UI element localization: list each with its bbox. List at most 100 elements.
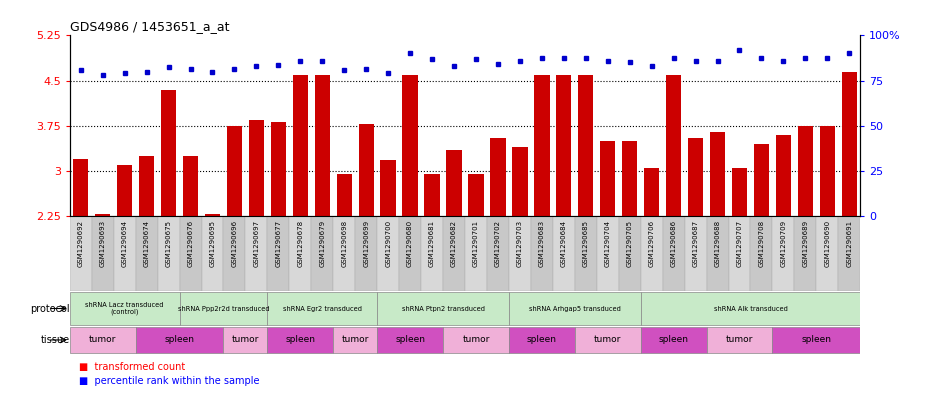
Bar	[842, 72, 857, 216]
Bar	[819, 126, 835, 216]
Bar	[223, 327, 268, 353]
Text: GSM1290684: GSM1290684	[561, 220, 566, 267]
Bar	[73, 159, 88, 216]
Bar	[227, 126, 242, 216]
Bar	[776, 135, 791, 216]
Text: GSM1290679: GSM1290679	[319, 220, 325, 267]
Text: spleen: spleen	[395, 336, 425, 344]
Text: tumor: tumor	[341, 336, 369, 344]
Text: GSM1290698: GSM1290698	[341, 220, 347, 267]
Bar	[312, 216, 333, 291]
Text: GSM1290696: GSM1290696	[232, 220, 237, 267]
Text: GSM1290708: GSM1290708	[759, 220, 764, 267]
Text: tumor: tumor	[89, 336, 116, 344]
Bar	[333, 216, 355, 291]
Bar	[707, 327, 773, 353]
Bar	[70, 292, 179, 325]
Text: GSM1290691: GSM1290691	[846, 220, 852, 267]
Text: GSM1290689: GSM1290689	[803, 220, 808, 267]
Text: tissue: tissue	[41, 335, 70, 345]
Bar	[509, 216, 531, 291]
Bar	[446, 150, 461, 216]
Text: GSM1290674: GSM1290674	[143, 220, 150, 267]
Bar	[293, 75, 308, 216]
Text: tumor: tumor	[725, 336, 753, 344]
Bar	[556, 75, 572, 216]
Text: GSM1290705: GSM1290705	[627, 220, 632, 267]
Text: spleen: spleen	[658, 336, 688, 344]
Bar	[794, 216, 817, 291]
Bar	[421, 216, 443, 291]
Bar	[469, 174, 484, 216]
Text: GSM1290706: GSM1290706	[648, 220, 655, 267]
Text: GSM1290702: GSM1290702	[495, 220, 501, 267]
Bar	[575, 327, 641, 353]
Text: GSM1290699: GSM1290699	[364, 220, 369, 267]
Bar	[618, 216, 641, 291]
Bar	[358, 124, 374, 216]
Text: GSM1290686: GSM1290686	[671, 220, 677, 267]
Bar	[644, 168, 659, 216]
Bar	[622, 141, 637, 216]
Text: tumor: tumor	[594, 336, 621, 344]
Text: GSM1290707: GSM1290707	[737, 220, 742, 267]
Bar	[424, 174, 440, 216]
Text: GSM1290700: GSM1290700	[385, 220, 392, 267]
Text: ■  percentile rank within the sample: ■ percentile rank within the sample	[79, 376, 259, 386]
Bar	[333, 327, 378, 353]
Bar	[728, 216, 751, 291]
Bar	[378, 216, 399, 291]
Bar	[817, 216, 838, 291]
Text: GSM1290680: GSM1290680	[407, 220, 413, 267]
Text: shRNA Lacz transduced
(control): shRNA Lacz transduced (control)	[86, 302, 164, 315]
Text: ■  transformed count: ■ transformed count	[79, 362, 185, 373]
Bar	[70, 327, 136, 353]
Bar	[161, 90, 177, 216]
Bar	[378, 292, 509, 325]
Bar	[314, 75, 330, 216]
Text: spleen: spleen	[802, 336, 831, 344]
Bar	[403, 75, 418, 216]
Bar	[597, 216, 618, 291]
Bar	[732, 168, 747, 216]
Text: GSM1290701: GSM1290701	[473, 220, 479, 267]
Bar	[662, 216, 684, 291]
Bar	[223, 216, 246, 291]
Text: tumor: tumor	[462, 336, 490, 344]
Text: GSM1290688: GSM1290688	[714, 220, 721, 267]
Text: GSM1290685: GSM1290685	[583, 220, 589, 267]
Bar	[92, 216, 113, 291]
Bar	[267, 216, 289, 291]
Bar	[512, 147, 527, 216]
Text: GSM1290675: GSM1290675	[166, 220, 171, 267]
Text: GSM1290693: GSM1290693	[100, 220, 106, 267]
Bar	[337, 174, 352, 216]
Text: shRNA Egr2 transduced: shRNA Egr2 transduced	[283, 305, 362, 312]
Bar	[139, 156, 154, 216]
Bar	[641, 216, 662, 291]
Text: GSM1290678: GSM1290678	[298, 220, 303, 267]
Bar	[157, 216, 179, 291]
Bar	[578, 75, 593, 216]
Bar	[531, 216, 552, 291]
Text: GSM1290703: GSM1290703	[517, 220, 523, 267]
Bar	[267, 292, 378, 325]
Text: GSM1290687: GSM1290687	[693, 220, 698, 267]
Text: GSM1290690: GSM1290690	[824, 220, 830, 267]
Bar	[490, 138, 506, 216]
Bar	[487, 216, 509, 291]
Text: protocol: protocol	[30, 303, 70, 314]
Text: shRNA Ppp2r2d transduced: shRNA Ppp2r2d transduced	[178, 305, 270, 312]
Bar	[179, 292, 267, 325]
Bar	[202, 216, 223, 291]
Text: GSM1290676: GSM1290676	[188, 220, 193, 267]
Bar	[707, 216, 728, 291]
Bar	[443, 327, 509, 353]
Bar	[289, 216, 312, 291]
Text: spleen: spleen	[286, 336, 315, 344]
Text: tumor: tumor	[232, 336, 259, 344]
Bar	[798, 126, 813, 216]
Text: GSM1290697: GSM1290697	[253, 220, 259, 267]
Bar	[641, 292, 860, 325]
Bar	[399, 216, 421, 291]
